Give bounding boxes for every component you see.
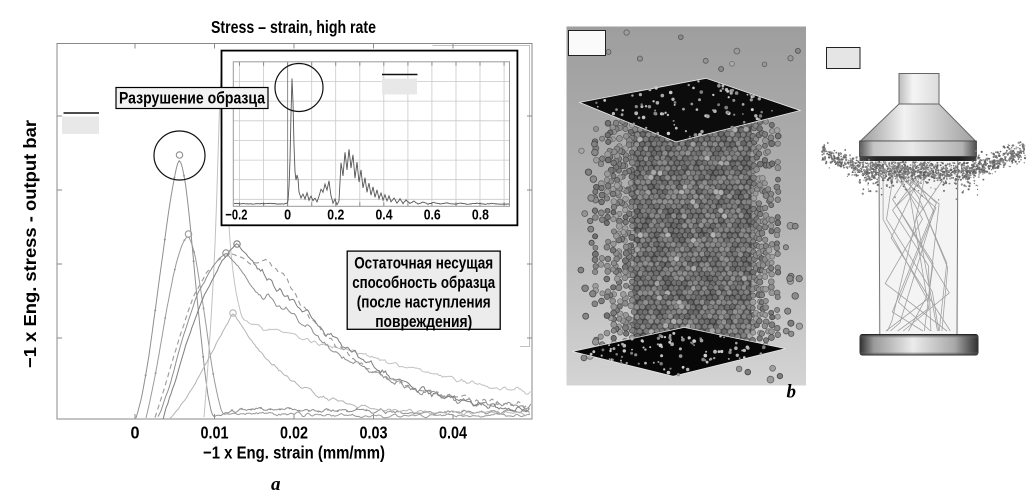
svg-text:Stress – strain, high rate: Stress – strain, high rate: [211, 17, 376, 37]
svg-text:0.01: 0.01: [201, 423, 229, 443]
svg-text:−0.2: −0.2: [225, 208, 247, 224]
svg-text:способность образца: способность образца: [352, 273, 495, 292]
svg-text:0.03: 0.03: [360, 423, 388, 443]
svg-text:0.02: 0.02: [280, 423, 308, 443]
svg-text:−1 x Eng. stress - output bar: −1 x Eng. stress - output bar: [20, 120, 40, 368]
svg-text:b: b: [787, 382, 797, 403]
svg-text:0.8: 0.8: [472, 208, 489, 224]
svg-text:повреждения): повреждения): [375, 312, 472, 331]
svg-text:0: 0: [131, 423, 140, 443]
svg-text:0.4: 0.4: [376, 208, 393, 224]
svg-text:0.2: 0.2: [327, 208, 344, 224]
svg-text:(после наступления: (после наступления: [357, 292, 491, 311]
svg-text:a: a: [271, 474, 281, 495]
svg-text:0: 0: [284, 208, 291, 224]
svg-text:0.6: 0.6: [424, 208, 441, 224]
svg-text:Разрушение образца: Разрушение образца: [119, 90, 266, 108]
svg-text:Остаточная несущая: Остаточная несущая: [354, 253, 493, 272]
svg-text:−1 x Eng. strain (mm/mm): −1 x Eng. strain (mm/mm): [203, 443, 385, 463]
svg-text:0.04: 0.04: [439, 423, 467, 443]
